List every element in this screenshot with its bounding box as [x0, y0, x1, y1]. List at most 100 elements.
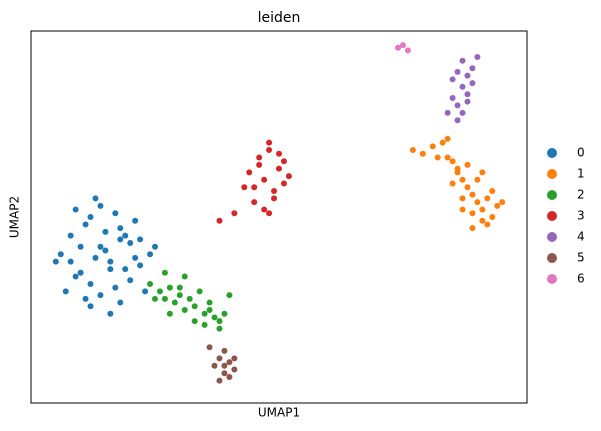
- point: [464, 72, 471, 79]
- point: [454, 68, 461, 75]
- point: [251, 199, 258, 206]
- point: [216, 217, 223, 224]
- plot-frame: [30, 30, 528, 404]
- legend-marker: [547, 211, 557, 221]
- point: [112, 210, 119, 217]
- point: [152, 243, 158, 250]
- point: [276, 150, 282, 157]
- point: [474, 176, 481, 183]
- point: [285, 173, 292, 180]
- point: [499, 199, 506, 206]
- point: [206, 307, 213, 313]
- point: [216, 377, 223, 384]
- point: [256, 154, 263, 161]
- point: [221, 347, 228, 354]
- point: [271, 187, 278, 194]
- point: [469, 80, 476, 87]
- legend-label: 2: [577, 188, 585, 202]
- point: [82, 221, 89, 228]
- legend-label: 6: [577, 272, 585, 286]
- point: [226, 373, 233, 380]
- point: [77, 269, 84, 276]
- legend-label: 0: [577, 146, 585, 160]
- point: [117, 299, 124, 306]
- point: [77, 243, 84, 250]
- point: [464, 184, 471, 191]
- point: [479, 169, 486, 176]
- point: [266, 210, 273, 217]
- point: [166, 310, 173, 317]
- point: [97, 202, 104, 209]
- point: [117, 225, 124, 232]
- point: [216, 318, 223, 325]
- point: [429, 143, 436, 150]
- point: [107, 258, 114, 265]
- point: [186, 295, 193, 302]
- point: [221, 362, 228, 369]
- point: [419, 150, 426, 157]
- point: [444, 154, 451, 161]
- point: [122, 266, 129, 273]
- point: [127, 277, 134, 284]
- point: [72, 206, 79, 213]
- point: [156, 288, 163, 295]
- point: [181, 273, 188, 280]
- point: [484, 221, 491, 228]
- point: [67, 232, 74, 239]
- point: [261, 176, 268, 183]
- point: [459, 57, 466, 64]
- point: [469, 191, 476, 198]
- point: [459, 195, 466, 202]
- point: [444, 109, 451, 116]
- point: [489, 187, 496, 194]
- point: [196, 288, 203, 295]
- point: [166, 284, 173, 291]
- point: [92, 254, 99, 261]
- point: [266, 147, 273, 154]
- point: [474, 54, 481, 61]
- point: [92, 195, 99, 202]
- point: [479, 206, 486, 213]
- point: [459, 176, 466, 183]
- point: [122, 232, 129, 239]
- point: [152, 295, 158, 302]
- point: [444, 135, 451, 142]
- point: [221, 310, 228, 317]
- point: [147, 280, 154, 287]
- point: [251, 184, 258, 191]
- point: [494, 202, 501, 209]
- point: [102, 247, 109, 254]
- point: [132, 254, 139, 261]
- point: [206, 299, 213, 306]
- point: [231, 366, 238, 373]
- point: [191, 303, 198, 310]
- point: [469, 65, 476, 72]
- point: [171, 299, 178, 306]
- point: [216, 325, 223, 332]
- point: [464, 98, 471, 105]
- point: [102, 228, 109, 235]
- point: [439, 139, 446, 146]
- point: [206, 344, 213, 351]
- legend-marker: [547, 190, 557, 200]
- x-axis-label: UMAP1: [258, 406, 300, 420]
- point: [191, 318, 198, 325]
- point: [469, 210, 476, 217]
- point: [107, 310, 114, 317]
- point: [261, 206, 268, 213]
- point: [231, 210, 238, 217]
- point: [464, 161, 471, 168]
- point: [276, 165, 282, 172]
- chart-title: leiden: [258, 10, 301, 26]
- legend-marker: [547, 253, 557, 263]
- point: [87, 280, 94, 287]
- point: [142, 288, 149, 295]
- point: [484, 195, 491, 202]
- point: [454, 165, 461, 172]
- points: [52, 42, 506, 384]
- point: [176, 292, 183, 299]
- point: [246, 169, 253, 176]
- point: [161, 295, 168, 302]
- point: [280, 158, 287, 165]
